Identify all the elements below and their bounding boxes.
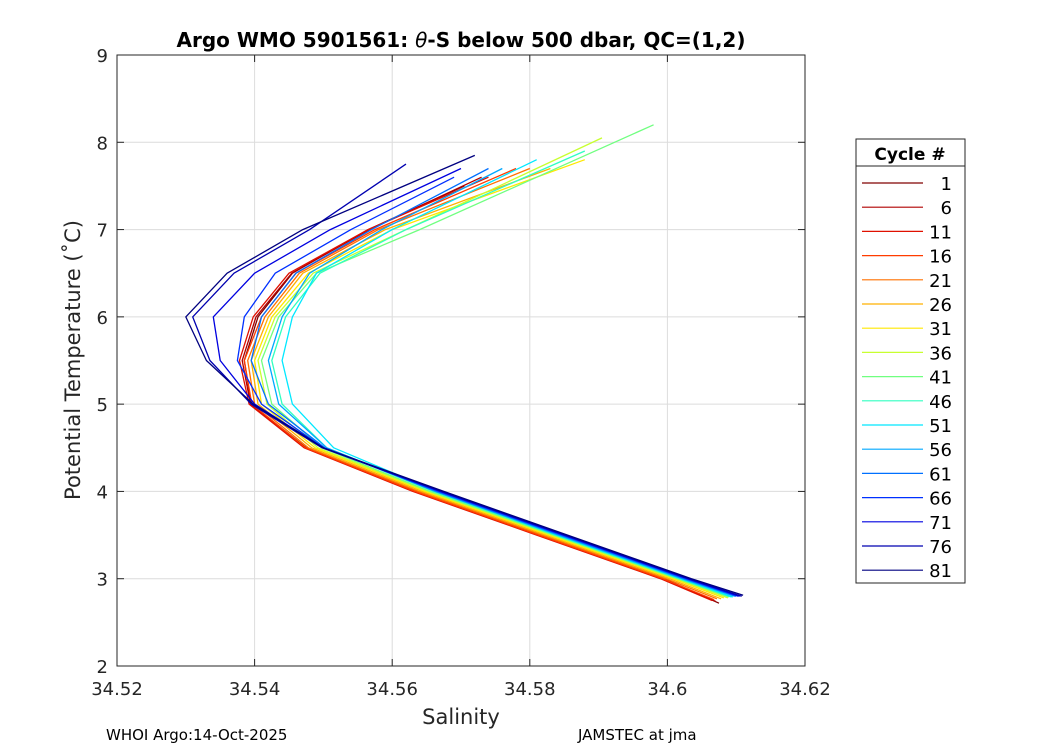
legend-label-cycle-26: 26 — [929, 295, 952, 316]
series-line-cycle-26 — [250, 167, 722, 600]
y-tick-label: 5 — [97, 395, 108, 416]
series-line-cycle-41 — [260, 124, 730, 598]
legend-label-cycle-21: 21 — [929, 271, 952, 292]
legend-label-cycle-1: 1 — [941, 174, 952, 195]
x-tick-label: 34.54 — [229, 679, 281, 700]
plot-frame — [116, 54, 806, 667]
legend-label-cycle-6: 6 — [941, 198, 952, 219]
legend-title: Cycle # — [874, 145, 945, 165]
legend-label-cycle-51: 51 — [929, 416, 952, 437]
legend-label-cycle-76: 76 — [929, 537, 952, 558]
y-tick-label: 2 — [97, 657, 108, 678]
x-tick-label: 34.58 — [504, 679, 556, 700]
title-prefix: Argo WMO 5901561: — [177, 28, 416, 52]
series-line-cycle-76 — [192, 163, 742, 597]
footer-credit: JAMSTEC at jma — [578, 726, 697, 744]
series-line-cycle-11 — [238, 176, 713, 602]
x-tick-label: 34.52 — [91, 679, 143, 700]
y-tick-label: 3 — [97, 570, 108, 591]
y-tick-label: 6 — [97, 308, 108, 329]
legend-label-cycle-41: 41 — [929, 368, 952, 389]
plot-area — [117, 55, 805, 666]
y-axis-label: Potential Temperature (˚C) — [61, 220, 85, 500]
x-tick-label: 34.62 — [779, 679, 831, 700]
legend-label-cycle-61: 61 — [929, 464, 952, 485]
title-suffix: -S below 500 dbar, QC=(1,2) — [427, 28, 745, 52]
series-line-cycle-81 — [185, 154, 744, 596]
chart-title: Argo WMO 5901561: θ-S below 500 dbar, QC… — [177, 28, 746, 52]
legend-label-cycle-16: 16 — [929, 247, 952, 268]
legend-label-cycle-71: 71 — [929, 513, 952, 534]
legend-label-cycle-31: 31 — [929, 319, 952, 340]
legend-label-cycle-66: 66 — [929, 489, 952, 510]
legend-box — [855, 138, 966, 584]
y-tick-label: 4 — [97, 482, 108, 503]
series-layer — [185, 124, 744, 604]
legend-label-cycle-36: 36 — [929, 343, 952, 364]
legend-label-cycle-11: 11 — [929, 222, 952, 243]
series-line-cycle-36 — [257, 137, 729, 599]
axis-ticks: 34.52 34.54 34.56 34.58 34.6 34.62 2 3 4 5 6 7 8 9 — [91, 46, 831, 700]
y-tick-label: 7 — [97, 221, 108, 242]
x-tick-label: 34.56 — [366, 679, 418, 700]
legend-label-cycle-56: 56 — [929, 440, 952, 461]
x-tick-label: 34.6 — [647, 679, 687, 700]
y-tick-label: 9 — [97, 46, 108, 67]
legend-label-cycle-81: 81 — [929, 561, 952, 582]
legend-label-cycle-46: 46 — [929, 392, 952, 413]
series-line-cycle-56 — [267, 167, 736, 597]
footer-source: WHOI Argo:14-Oct-2025 — [106, 726, 288, 744]
y-tick-label: 8 — [97, 133, 108, 154]
title-theta: θ — [415, 28, 427, 52]
x-axis-label: Salinity — [422, 705, 500, 729]
series-line-cycle-61 — [250, 167, 737, 597]
